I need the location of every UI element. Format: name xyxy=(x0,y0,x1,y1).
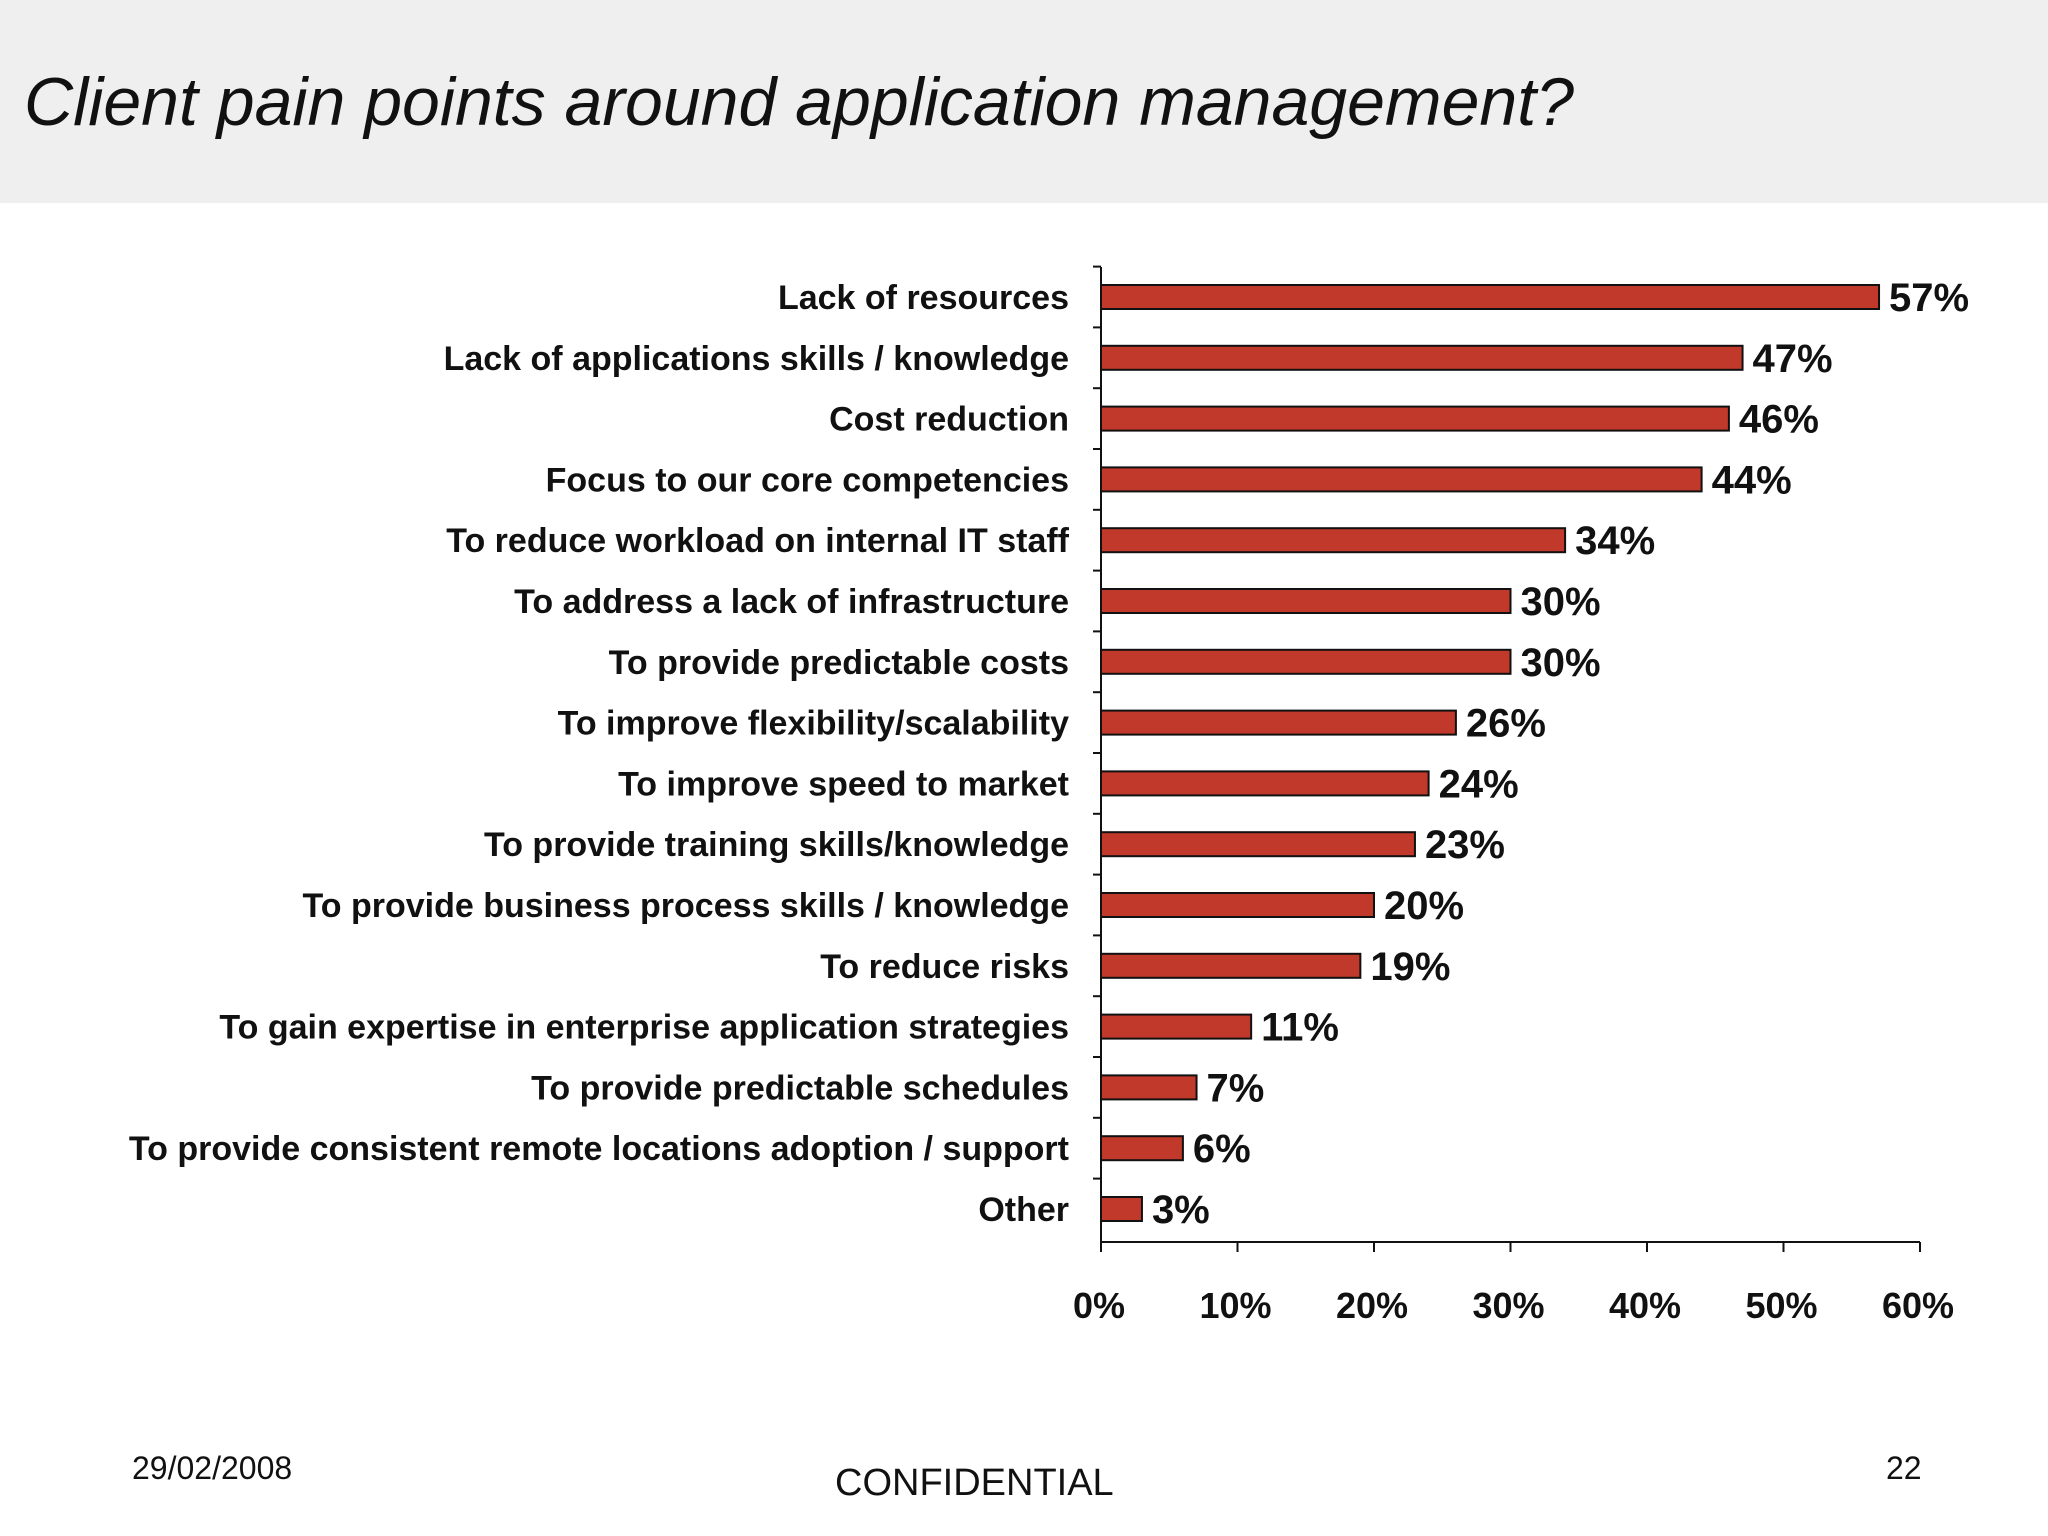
bar-to-provide-training-skills-knowledge xyxy=(1100,831,1416,858)
value-label-to-gain-expertise-in-enterprise-application-strategies: 11% xyxy=(1261,1006,1339,1050)
footer-date: 29/02/2008 xyxy=(132,1450,293,1486)
category-label-to-reduce-risks: To reduce risks xyxy=(820,948,1069,986)
value-label-to-provide-business-process-skills-knowledge: 20% xyxy=(1384,884,1464,928)
bar-to-improve-flexibility-scalability xyxy=(1100,709,1457,736)
x-tick-label: 40% xyxy=(1609,1285,1681,1326)
value-label-lack-of-applications-skills-knowledge: 47% xyxy=(1753,337,1833,381)
value-label-lack-of-resources: 57% xyxy=(1889,276,1969,320)
title-band xyxy=(0,0,2048,203)
bar-to-reduce-workload-on-internal-it-staff xyxy=(1100,527,1567,554)
category-label-lack-of-resources: Lack of resources xyxy=(778,279,1069,317)
value-label-to-reduce-risks: 19% xyxy=(1370,945,1450,989)
footer-page-number: 22 xyxy=(1886,1450,1922,1486)
category-label-focus-to-our-core-competencies: Focus to our core competencies xyxy=(546,461,1069,499)
category-label-to-reduce-workload-on-internal-it-staff: To reduce workload on internal IT staff xyxy=(446,522,1069,560)
value-label-to-provide-predictable-schedules: 7% xyxy=(1207,1066,1265,1110)
footer-confidential: CONFIDENTIAL xyxy=(835,1462,1114,1504)
bar-to-improve-speed-to-market xyxy=(1100,770,1430,797)
value-label-other: 3% xyxy=(1152,1188,1210,1232)
value-label-to-provide-predictable-costs: 30% xyxy=(1521,641,1601,685)
value-label-to-provide-consistent-remote-locations-adoption-support: 6% xyxy=(1193,1127,1251,1171)
bar-cost-reduction xyxy=(1100,405,1730,432)
category-label-to-gain-expertise-in-enterprise-application-strategies: To gain expertise in enterprise applicat… xyxy=(219,1009,1069,1047)
category-label-other: Other xyxy=(978,1191,1069,1229)
category-label-to-provide-predictable-costs: To provide predictable costs xyxy=(609,644,1069,682)
category-labels-layer: Lack of resources Lack of applications sk… xyxy=(129,279,1070,1229)
value-label-to-reduce-workload-on-internal-it-staff: 34% xyxy=(1575,519,1655,563)
bar-to-address-a-lack-of-infrastructure xyxy=(1100,588,1512,614)
bar-lack-of-applications-skills-knowledge xyxy=(1100,344,1744,371)
category-label-to-provide-training-skills-knowledge: To provide training skills/knowledge xyxy=(484,826,1069,864)
bars-layer xyxy=(1100,284,1881,1222)
bar-to-provide-predictable-costs xyxy=(1100,648,1512,675)
category-label-to-improve-speed-to-market: To improve speed to market xyxy=(618,765,1069,803)
value-label-focus-to-our-core-competencies: 44% xyxy=(1712,458,1792,502)
value-label-to-provide-training-skills-knowledge: 23% xyxy=(1425,823,1505,867)
category-label-to-provide-predictable-schedules: To provide predictable schedules xyxy=(531,1069,1069,1107)
bar-to-gain-expertise-in-enterprise-application-strategies xyxy=(1100,1013,1253,1040)
x-tick-label: 60% xyxy=(1882,1285,1954,1326)
bar-to-provide-consistent-remote-locations-adoption-support xyxy=(1100,1135,1184,1162)
category-label-to-improve-flexibility-scalability: To improve flexibility/scalability xyxy=(558,705,1070,743)
category-label-to-provide-consistent-remote-locations-adoption-support: To provide consistent remote locations a… xyxy=(129,1130,1069,1168)
bar-to-provide-business-process-skills-knowledge xyxy=(1100,892,1375,918)
slide-title: Client pain points around application ma… xyxy=(24,64,1574,140)
x-tick-label: 50% xyxy=(1745,1285,1817,1326)
bar-lack-of-resources xyxy=(1100,284,1881,310)
x-tick-label: 0% xyxy=(1073,1285,1125,1326)
category-label-to-address-a-lack-of-infrastructure: To address a lack of infrastructure xyxy=(514,583,1069,621)
bar-to-provide-predictable-schedules xyxy=(1100,1074,1198,1101)
x-tick-label: 20% xyxy=(1336,1285,1408,1326)
category-label-lack-of-applications-skills-knowledge: Lack of applications skills / knowledge xyxy=(444,340,1069,378)
category-label-to-provide-business-process-skills-knowledge: To provide business process skills / kno… xyxy=(303,887,1070,925)
bar-to-reduce-risks xyxy=(1100,952,1362,979)
value-label-to-address-a-lack-of-infrastructure: 30% xyxy=(1521,580,1601,624)
value-label-cost-reduction: 46% xyxy=(1739,398,1819,442)
x-tick-label: 30% xyxy=(1472,1285,1544,1326)
bar-other xyxy=(1100,1196,1143,1222)
x-tick-label: 10% xyxy=(1199,1285,1271,1326)
value-label-to-improve-speed-to-market: 24% xyxy=(1439,762,1519,806)
bar-focus-to-our-core-competencies xyxy=(1100,466,1703,493)
value-label-to-improve-flexibility-scalability: 26% xyxy=(1466,702,1546,746)
value-labels-layer: 57% 47% 46% 44% 34% 30% 30% 26% 24% 23% 20% 19% 11% 7… xyxy=(1152,276,1969,1232)
axes-layer: 0% 10% 20% 30% 40% 50% 60% xyxy=(1073,265,1954,1326)
category-label-cost-reduction: Cost reduction xyxy=(829,401,1069,439)
